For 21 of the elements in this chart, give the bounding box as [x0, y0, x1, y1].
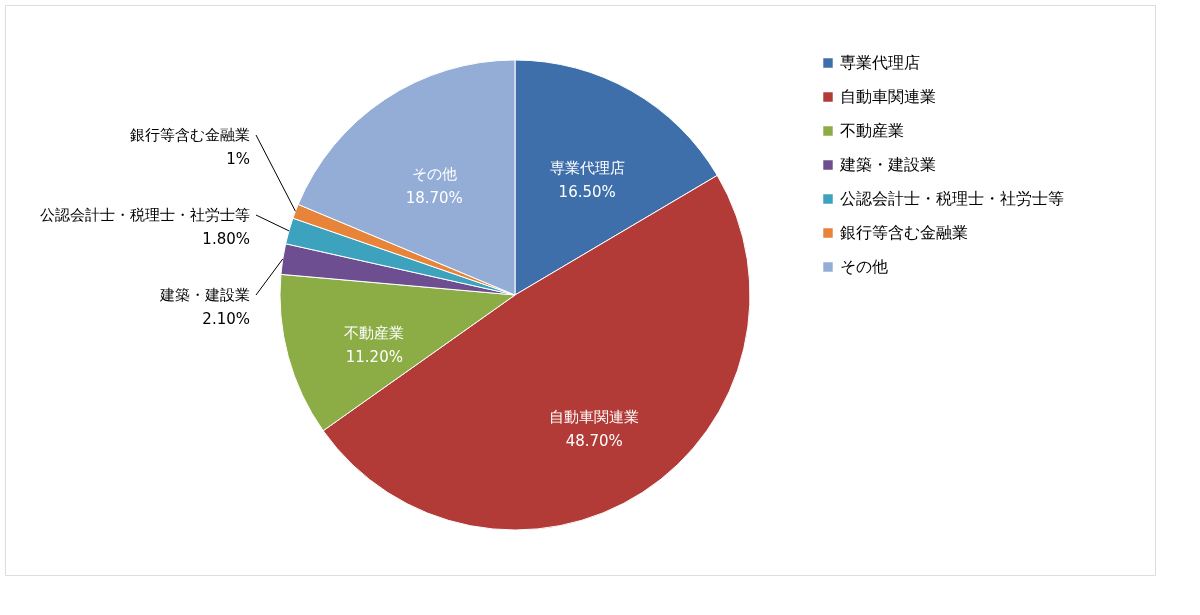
- data-label: 1.80%: [202, 230, 250, 248]
- slice-label: その他: [411, 164, 457, 183]
- data-label: 2.10%: [202, 310, 250, 328]
- data-label: 11.20%: [345, 348, 403, 366]
- data-label: 18.70%: [405, 188, 463, 207]
- data-label: 16.50%: [558, 183, 616, 202]
- data-label: 48.70%: [565, 432, 623, 451]
- legend-label: 銀行等含む金融業: [840, 223, 968, 242]
- slice-label: 不動産業: [344, 324, 405, 342]
- legend-label: 不動産業: [840, 121, 904, 140]
- slice-label: 自動車関連業: [549, 408, 640, 427]
- slice-label: 建築・建設業: [159, 286, 250, 304]
- legend-label: 公認会計士・税理士・社労士等: [840, 189, 1064, 208]
- legend-label: 自動車関連業: [840, 87, 936, 106]
- slice-label: 公認会計士・税理士・社労士等: [40, 206, 250, 224]
- legend-label: 建築・建設業: [839, 155, 936, 174]
- slice-label: 銀行等含む金融業: [130, 126, 250, 144]
- data-label: 1%: [226, 150, 250, 168]
- legend-label: 専業代理店: [840, 53, 920, 72]
- legend-label: その他: [840, 257, 888, 276]
- slice-label: 専業代理店: [549, 159, 625, 178]
